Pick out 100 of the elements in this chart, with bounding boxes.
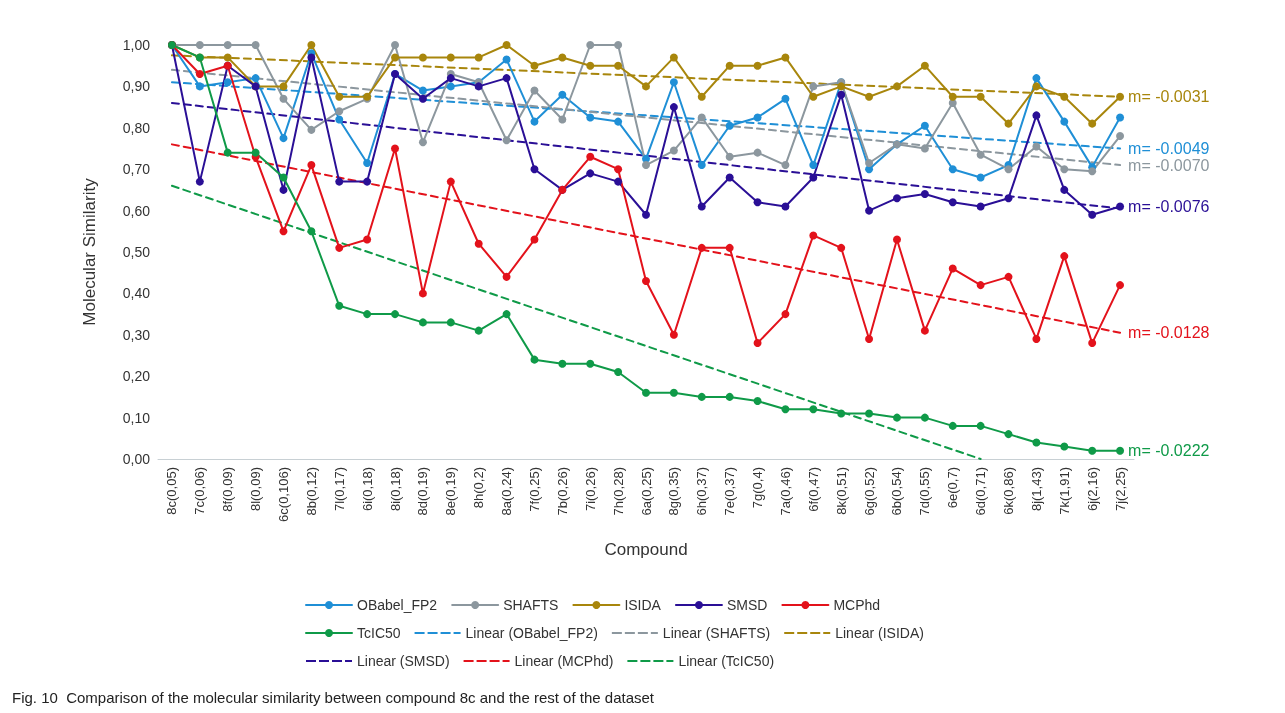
x-tick-label: 6e(0,7) xyxy=(945,467,961,509)
point xyxy=(474,326,483,335)
annotation: m= -0.0031 xyxy=(1128,88,1210,106)
x-tick-label: 8e(0,19) xyxy=(443,467,459,516)
point xyxy=(1060,442,1069,451)
x-tick-label: 8b(0,12) xyxy=(303,467,319,516)
point xyxy=(502,136,511,145)
point xyxy=(920,144,929,153)
point xyxy=(391,53,400,62)
x-tick-label: 8k(0,51) xyxy=(833,467,849,515)
point xyxy=(530,86,539,95)
y-tick-label: 0,60 xyxy=(122,202,151,219)
x-tick-label: 6h(0,37) xyxy=(694,467,710,516)
point xyxy=(614,61,623,70)
point xyxy=(920,413,929,422)
x-tick-label: 7d(0,55) xyxy=(917,467,933,516)
point xyxy=(669,53,678,62)
point xyxy=(1088,210,1097,219)
point xyxy=(307,53,316,62)
point xyxy=(781,202,790,211)
point xyxy=(669,330,678,339)
point xyxy=(530,235,539,244)
point xyxy=(753,198,762,207)
x-tick-label: 7g(0,4) xyxy=(750,467,766,509)
point xyxy=(976,150,985,159)
point xyxy=(809,82,818,91)
x-tick-label: 7l(0,17) xyxy=(331,467,347,512)
point xyxy=(1004,119,1013,128)
x-tick-label: 7b(0,26) xyxy=(554,467,570,516)
point xyxy=(976,202,985,211)
point xyxy=(279,227,288,236)
point xyxy=(446,82,455,91)
point xyxy=(697,113,706,122)
point xyxy=(669,78,678,87)
point xyxy=(586,152,595,161)
x-tick-label: 6g(0,52) xyxy=(861,467,877,516)
point xyxy=(1004,430,1013,439)
point xyxy=(223,41,232,49)
point xyxy=(1060,185,1069,194)
point xyxy=(642,210,650,219)
x-tick-label: 7c(0,06) xyxy=(192,467,208,515)
point xyxy=(614,41,623,49)
y-tick-label: 0,80 xyxy=(122,119,151,136)
legend-label: TcIC50 xyxy=(357,625,401,641)
y-tick-label: 0,70 xyxy=(122,161,151,178)
point xyxy=(1088,119,1097,128)
point xyxy=(363,235,372,244)
x-axis-title: Compound xyxy=(604,540,688,559)
point xyxy=(697,202,706,211)
x-tick-label: 7a(0,46) xyxy=(777,467,793,516)
point xyxy=(948,92,957,101)
point xyxy=(809,405,818,414)
legend-label: Linear (SMSD) xyxy=(357,653,450,669)
point xyxy=(1116,281,1125,290)
point xyxy=(251,74,260,83)
annotation: m= -0.0222 xyxy=(1128,442,1210,460)
point xyxy=(1060,117,1069,126)
point xyxy=(307,161,316,170)
x-tick-label: 6d(0,71) xyxy=(973,467,989,516)
point xyxy=(809,173,818,182)
point xyxy=(502,74,511,83)
point xyxy=(920,61,929,70)
point xyxy=(865,158,874,167)
point xyxy=(948,165,957,174)
point xyxy=(502,41,511,49)
x-tick-label: 7k(1,91) xyxy=(1056,467,1072,515)
legend-label: Linear (MCPhd) xyxy=(514,653,614,669)
point xyxy=(753,397,762,406)
point xyxy=(837,82,846,91)
point xyxy=(642,388,650,397)
x-tick-label: 7j(2,25) xyxy=(1112,467,1128,512)
point xyxy=(697,243,706,252)
legend-label: Linear (SHAFTS) xyxy=(662,625,771,641)
point xyxy=(725,392,734,401)
point xyxy=(1060,92,1069,101)
point xyxy=(558,90,567,99)
x-tick-label: 8g(0,35) xyxy=(666,467,682,516)
point xyxy=(725,152,734,161)
point xyxy=(502,310,511,319)
x-tick-label: 7i(0,26) xyxy=(582,467,598,512)
legend-label: Linear (OBabel_FP2) xyxy=(465,625,598,641)
point xyxy=(195,82,204,91)
point xyxy=(558,359,567,368)
y-tick-label: 0,00 xyxy=(122,451,151,467)
point xyxy=(363,310,372,319)
point xyxy=(1116,92,1125,101)
point xyxy=(753,113,762,122)
y-tick-label: 0,50 xyxy=(122,244,151,260)
point xyxy=(223,53,232,62)
point xyxy=(335,301,344,310)
point xyxy=(1032,142,1041,151)
y-tick-label: 0,10 xyxy=(122,409,151,426)
point xyxy=(865,92,874,101)
point xyxy=(614,177,623,186)
point xyxy=(502,55,511,64)
point xyxy=(669,146,678,155)
point xyxy=(307,227,316,236)
x-tick-label: 8i(0,18) xyxy=(387,467,403,512)
point xyxy=(642,82,650,91)
point xyxy=(809,161,818,170)
